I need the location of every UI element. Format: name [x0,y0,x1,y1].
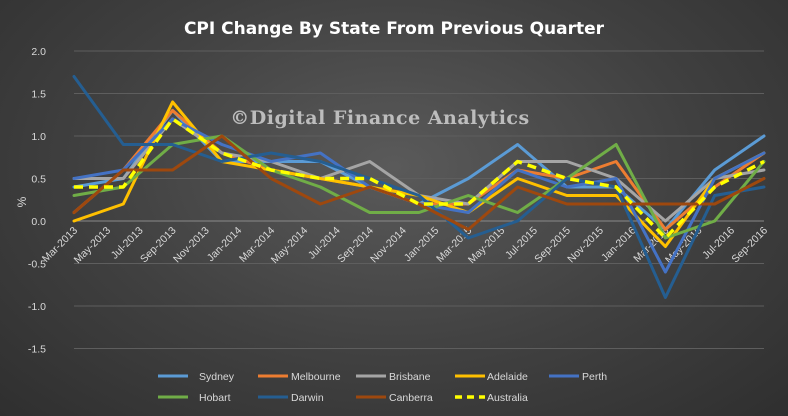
series-line-brisbane [72,117,766,223]
legend-label-hobart: Hobart [199,392,231,404]
y-tick-label: 1.5 [31,89,46,101]
chart-title: CPI Change By State From Previous Quarte… [184,19,605,39]
series-line-canberra [72,134,766,231]
y-tick-label: 2.0 [31,46,46,58]
x-tick-label: Nov-2015 [565,225,606,266]
watermark-text: ©Digital Finance Analytics [230,107,529,129]
legend-label-darwin: Darwin [291,392,324,404]
y-tick-label: 1.0 [31,131,46,143]
legend-label-perth: Perth [582,371,607,383]
series-line-australia [74,117,765,240]
legend-label-australia: Australia [487,392,528,404]
y-tick-label: -1.5 [28,344,46,356]
legend-label-adelaide: Adelaide [487,371,528,383]
y-tick-label: 0.5 [31,174,46,186]
legend-label-melbourne: Melbourne [291,371,341,383]
x-tick-label: Sep-2016 [729,225,770,266]
y-axis-label: % [15,196,29,207]
x-tick-label: Nov-2014 [368,225,409,266]
y-tick-label: -1.0 [28,301,46,313]
series-line-darwin [72,75,766,299]
y-tick-label: 0.0 [31,216,46,228]
x-tick-label: May-2014 [269,225,311,267]
legend-label-canberra: Canberra [389,392,433,404]
y-tick-label: -0.5 [28,259,46,271]
legend-label-brisbane: Brisbane [389,371,431,383]
x-tick-label: May-2013 [72,225,114,267]
legend-label-sydney: Sydney [199,371,235,383]
series-line-hobart [72,134,766,240]
x-tick-label: Nov-2013 [171,225,212,266]
